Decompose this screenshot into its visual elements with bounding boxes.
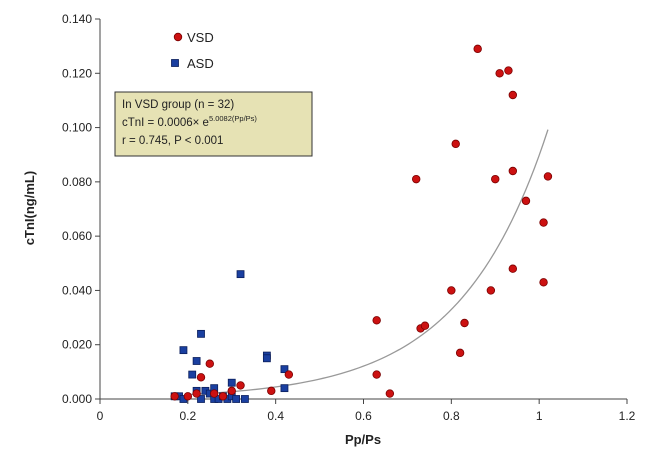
x-tick-label: 0.6 <box>355 409 372 423</box>
data-point-vsd <box>267 386 276 396</box>
y-tick-label: 0.080 <box>62 175 92 189</box>
legend-marker-asd <box>171 59 179 67</box>
data-point-vsd <box>205 359 214 368</box>
x-tick-label: 0.2 <box>179 409 196 423</box>
data-point-asd <box>236 270 245 279</box>
data-point-vsd <box>539 218 548 227</box>
data-point-asd <box>241 395 249 403</box>
data-point-vsd <box>183 392 193 401</box>
legend-label-vsd: VSD <box>187 30 214 45</box>
data-point-vsd <box>543 172 553 181</box>
data-point-vsd <box>372 370 381 379</box>
data-point-asd <box>280 365 289 374</box>
x-tick-label: 0.8 <box>443 409 460 423</box>
data-point-asd <box>197 395 205 403</box>
legend: VSD ASD <box>171 30 214 71</box>
data-point-vsd <box>508 166 518 176</box>
data-point-vsd <box>491 174 500 184</box>
y-tick-label: 0.020 <box>62 338 92 352</box>
y-tick-label: 0.040 <box>62 283 92 297</box>
data-point-vsd <box>473 44 482 54</box>
y-tick-label: 0.140 <box>62 12 92 26</box>
data-point-vsd <box>495 69 504 78</box>
y-tick-label: 0.060 <box>62 229 92 243</box>
x-tick-label: 1 <box>536 409 543 423</box>
data-point-vsd <box>412 174 421 184</box>
data-points-layer <box>170 44 553 403</box>
x-axis-title: Pp/Ps <box>345 432 381 447</box>
annotation-box <box>114 91 313 157</box>
data-point-asd <box>280 384 289 393</box>
data-point-asd <box>197 329 205 338</box>
annotation-line-3: r = 0.745, P < 0.001 <box>122 135 223 147</box>
y-tick-label: 0.120 <box>62 66 92 80</box>
fit-curve-layer <box>187 129 549 396</box>
data-point-vsd <box>539 278 548 287</box>
data-point-vsd <box>420 321 430 330</box>
annotation-exponent: 5.0082(Pp/Ps) <box>209 114 257 123</box>
x-tick-label: 1.2 <box>619 409 636 423</box>
data-point-vsd <box>227 386 236 396</box>
data-point-vsd <box>385 389 395 398</box>
annotation-equation: cTnI = 0.0006× e <box>122 117 209 129</box>
data-point-vsd <box>508 264 518 273</box>
regression-annotation: In VSD group (n = 32) cTnI = 0.0006× e5.… <box>114 91 313 157</box>
annotation-line-1: In VSD group (n = 32) <box>122 99 234 111</box>
y-tick-label: 0.000 <box>62 392 92 406</box>
legend-label-asd: ASD <box>187 56 214 71</box>
data-point-vsd <box>447 286 456 295</box>
data-point-asd <box>262 354 271 363</box>
data-point-vsd <box>236 381 245 390</box>
data-point-asd <box>188 370 197 379</box>
annotation-line-2: cTnI = 0.0006× e5.0082(Pp/Ps) <box>122 114 257 129</box>
y-axis-title: cTnI(ng/mL) <box>22 171 37 245</box>
data-point-asd <box>192 357 201 365</box>
data-point-vsd <box>196 373 206 382</box>
data-point-vsd <box>170 392 179 401</box>
data-point-vsd <box>504 66 513 75</box>
exponential-fit-curve <box>187 129 549 396</box>
data-point-vsd <box>521 196 531 206</box>
data-point-vsd <box>209 389 219 398</box>
y-tick-label: 0.100 <box>62 121 92 135</box>
legend-marker-vsd <box>173 32 183 42</box>
data-point-vsd <box>451 139 460 149</box>
data-point-vsd <box>455 348 465 358</box>
x-tick-label: 0 <box>97 409 104 423</box>
axes: 0.000 0.020 0.040 0.060 0.080 0.100 0.120 0.140… <box>62 12 636 423</box>
data-point-vsd <box>372 316 381 325</box>
data-point-vsd <box>218 392 228 401</box>
data-point-vsd <box>460 318 469 328</box>
data-point-vsd <box>192 389 201 398</box>
data-point-vsd <box>284 370 294 379</box>
data-point-vsd <box>508 90 518 100</box>
data-point-asd <box>232 395 241 403</box>
data-point-asd <box>227 378 236 387</box>
data-point-asd <box>179 346 188 355</box>
data-point-vsd <box>486 286 496 295</box>
x-tick-label: 0.4 <box>267 409 284 423</box>
